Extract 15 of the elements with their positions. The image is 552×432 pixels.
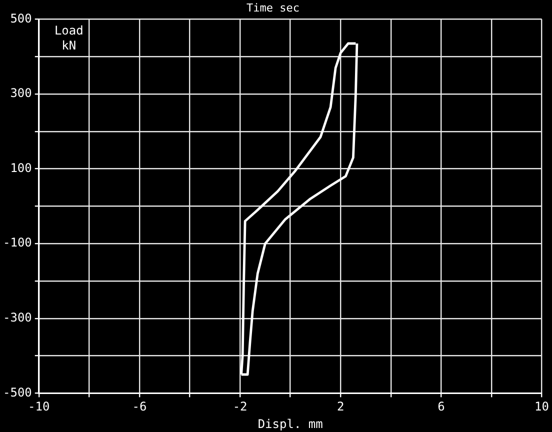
x-tick-label: -10 (28, 400, 50, 414)
x-tick-label: 10 (534, 400, 549, 414)
y-tick-label: -100 (2, 236, 32, 250)
y-tick-label: -500 (2, 385, 32, 400)
y-tick-label: 300 (10, 86, 32, 100)
y-tick-label: 100 (10, 160, 32, 175)
y-tick-label: -300 (2, 310, 32, 325)
x-tick-label: -2 (232, 400, 248, 414)
x-tick-label: 2 (337, 400, 344, 414)
y-axis-title: Load kN (54, 23, 84, 52)
x-axis-title: Displ. mm (258, 416, 323, 431)
x-tick-label: -6 (132, 400, 147, 414)
chart-title: Time sec (246, 1, 300, 14)
x-tick-label: 6 (438, 400, 445, 414)
y-tick-label: 500 (10, 11, 32, 26)
